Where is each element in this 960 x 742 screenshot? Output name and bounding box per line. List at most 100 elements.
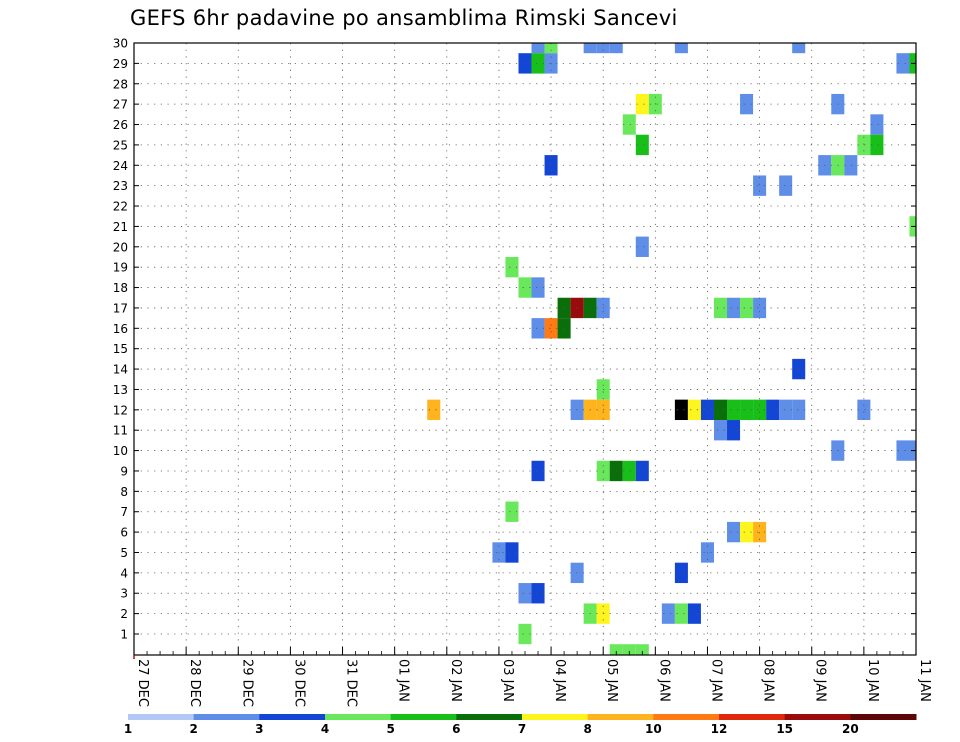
y-tick-label: 12 (113, 403, 128, 417)
heatmap-cell (674, 399, 688, 421)
heatmap-cell (635, 236, 649, 257)
y-tick-label: 20 (113, 240, 128, 254)
heatmap-cell (544, 155, 558, 176)
y-tick-label: 13 (113, 383, 128, 397)
y-tick-label: 23 (113, 179, 128, 193)
heatmap-cell (674, 603, 688, 624)
heatmap-cell (713, 399, 728, 421)
heatmap-cell (870, 114, 884, 135)
heatmap-cell (753, 399, 767, 421)
x-tick-label: 28 DEC (187, 659, 202, 707)
heatmap-cell (896, 440, 910, 461)
heatmap-cell (857, 134, 871, 156)
heatmap-cell (766, 399, 780, 421)
color-scale-swatch (193, 714, 260, 720)
y-tick-label: 19 (113, 261, 128, 275)
y-tick-label: 6 (120, 526, 128, 540)
heatmap-cell (622, 644, 636, 655)
color-scale-swatch (719, 714, 786, 720)
heatmap-cell (518, 277, 532, 298)
color-scale-label: 20 (842, 722, 859, 736)
heatmap-cell (792, 43, 806, 54)
x-tick-label: 29 DEC (239, 659, 254, 707)
heatmap-cell (531, 277, 545, 298)
heatmap-cell (740, 521, 754, 543)
heatmap-cell (635, 460, 649, 482)
color-scale-label: 5 (386, 722, 394, 736)
heatmap-cell (622, 460, 636, 482)
color-scale-swatch (653, 714, 720, 720)
y-tick-label: 28 (113, 77, 128, 91)
x-tick-label: 08 JAN (761, 659, 776, 702)
color-scale-swatch (522, 714, 589, 720)
y-tick-label: 15 (113, 342, 128, 356)
heatmap-cell (635, 93, 649, 115)
y-tick-label: 17 (113, 301, 128, 315)
heatmap-cell (857, 399, 871, 421)
x-tick-label: 03 JAN (500, 659, 515, 702)
heatmap-cell (727, 297, 741, 319)
heatmap-cell (674, 43, 688, 54)
heatmap-cell (505, 542, 519, 563)
heatmap-cell (713, 420, 728, 441)
y-axis: 1234567891011121314151617181920212223242… (113, 37, 916, 642)
x-tick-label: 06 JAN (656, 659, 671, 702)
color-scale-label: 8 (583, 722, 591, 736)
heatmap-cell (635, 644, 649, 655)
chart-grid (134, 43, 916, 655)
y-tick-label: 24 (113, 159, 128, 173)
heatmap-cell (609, 460, 623, 482)
color-scale-label: 7 (518, 722, 526, 736)
x-tick-label: 10 JAN (865, 659, 880, 702)
x-tick-label: 04 JAN (552, 659, 567, 702)
heatmap-cells (427, 43, 916, 655)
color-scale-legend: 1 2 3 4 5 6 7 8 10 12 15 20 (124, 714, 917, 736)
color-scale-swatch (587, 714, 654, 720)
x-tick-label: 31 DEC (344, 659, 359, 707)
y-tick-label: 3 (120, 587, 128, 601)
y-tick-label: 4 (120, 566, 128, 580)
y-tick-label: 27 (113, 98, 128, 112)
heatmap-cell (727, 399, 741, 421)
heatmap-cell (622, 114, 636, 135)
heatmap-cell (609, 644, 623, 655)
heatmap-cell (740, 93, 754, 115)
heatmap-cell (531, 53, 545, 74)
heatmap-cell (531, 460, 545, 482)
y-tick-label: 21 (113, 220, 128, 234)
heatmap-cell (753, 175, 767, 196)
color-scale-swatch (784, 714, 851, 720)
heatmap-cell (792, 399, 806, 421)
heatmap-cell (740, 399, 754, 421)
color-scale-label: 12 (711, 722, 728, 736)
color-scale-swatch (456, 714, 523, 720)
y-tick-label: 22 (113, 200, 128, 214)
y-tick-label: 29 (113, 57, 128, 71)
color-scale-label: 6 (452, 722, 460, 736)
heatmap-cell (583, 43, 597, 54)
heatmap-cell (518, 623, 532, 645)
color-scale-label: 15 (776, 722, 793, 736)
heatmap-cell (779, 399, 793, 421)
x-tick-label: 01 JAN (396, 659, 411, 702)
x-tick-label: 05 JAN (604, 659, 619, 702)
x-tick-label: 30 DEC (291, 659, 306, 707)
y-tick-label: 26 (113, 118, 128, 132)
heatmap-cell (531, 43, 545, 54)
y-tick-label: 14 (113, 363, 128, 377)
heatmap-cell (609, 43, 623, 54)
y-tick-label: 2 (120, 607, 128, 621)
heatmap-cell (505, 501, 519, 522)
heatmap-cell (844, 155, 858, 176)
heatmap-cell (635, 134, 649, 156)
heatmap-cell (674, 562, 688, 584)
x-axis: 27 DEC 28 DEC 29 DEC 30 DEC 31 DEC 01 JAN 02 J… (133, 647, 932, 707)
heatmap-cell (700, 399, 714, 421)
heatmap-cell (557, 318, 571, 339)
x-tick-label: 27 DEC (135, 659, 150, 707)
heatmap-cell (896, 53, 910, 74)
x-tick-label: 07 JAN (708, 659, 723, 702)
heatmap-cell (727, 521, 741, 543)
color-scale-swatch (259, 714, 326, 720)
